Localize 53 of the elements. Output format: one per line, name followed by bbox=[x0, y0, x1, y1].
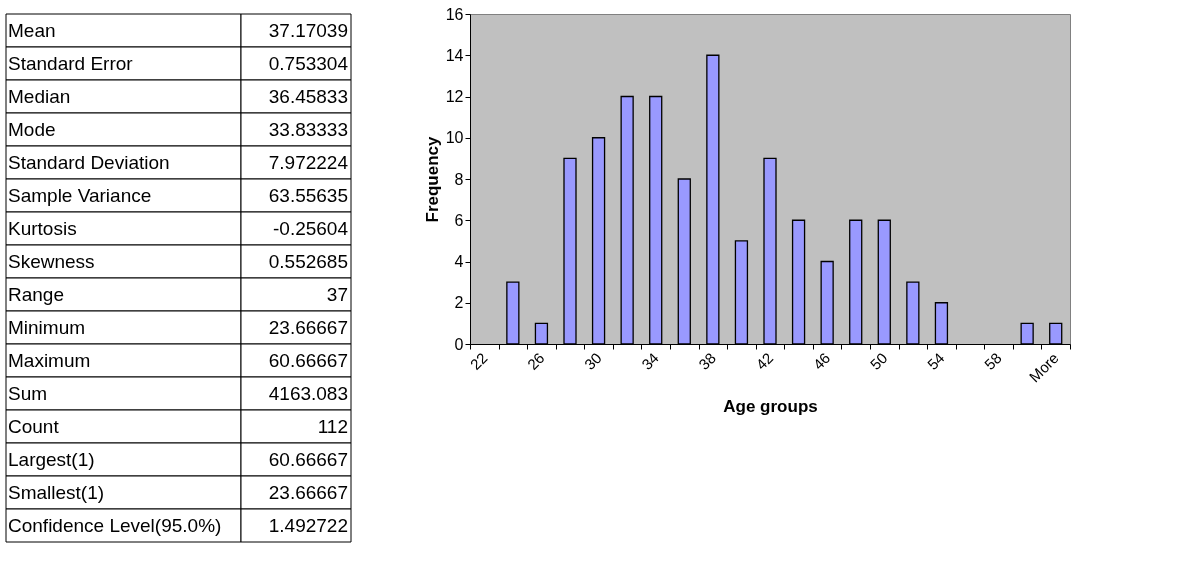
text: 23.66667 bbox=[268, 316, 348, 338]
text: -0.25604 bbox=[272, 217, 348, 239]
x-tick-label: 54 bbox=[923, 349, 948, 373]
category-label: Maximum bbox=[8, 349, 91, 371]
y-tick-label: 14 bbox=[445, 46, 464, 64]
category-label: Range bbox=[8, 283, 64, 305]
y-tick-label: 8 bbox=[454, 170, 464, 188]
category-label: Largest(1) bbox=[8, 448, 95, 470]
y-axis-title: Frequency bbox=[422, 135, 442, 223]
category-label: Sum bbox=[8, 382, 48, 404]
y-tick-label: 12 bbox=[445, 88, 464, 105]
y-tick-label: 6 bbox=[454, 211, 464, 229]
y-tick-label: 10 bbox=[445, 129, 464, 147]
x-tick-label: 22 bbox=[466, 349, 491, 373]
text: 63.55635 bbox=[268, 184, 348, 206]
category-label: Standard Deviation bbox=[8, 151, 170, 173]
category-label: Sample Variance bbox=[8, 184, 152, 206]
category-label: Median bbox=[8, 85, 71, 107]
category-label: Minimum bbox=[8, 316, 86, 338]
text: 33.83333 bbox=[268, 118, 348, 140]
text: 4163.083 bbox=[268, 382, 348, 404]
x-tick-label: 58 bbox=[980, 349, 1005, 373]
x-tick-label: 34 bbox=[638, 349, 662, 373]
text: 0.552685 bbox=[268, 250, 348, 272]
text: 23.66667 bbox=[268, 481, 348, 503]
text: 37.17039 bbox=[268, 19, 348, 41]
text: 7.972224 bbox=[268, 151, 348, 173]
category-label: Smallest(1) bbox=[8, 481, 105, 503]
category-label: Skewness bbox=[8, 250, 95, 272]
text: 60.66667 bbox=[268, 349, 348, 371]
text: 60.66667 bbox=[268, 448, 348, 470]
category-label: Confidence Level(95.0%) bbox=[8, 514, 222, 536]
x-tick-label: 42 bbox=[752, 349, 777, 373]
x-tick-label: 46 bbox=[809, 349, 834, 373]
y-tick-label: 4 bbox=[454, 253, 464, 270]
category-label: Standard Error bbox=[8, 52, 134, 74]
category-label: Mode bbox=[8, 118, 56, 140]
x-tick-label: 38 bbox=[695, 349, 720, 373]
x-tick-label: 26 bbox=[523, 349, 548, 373]
y-tick-label: 16 bbox=[445, 5, 464, 23]
text: 36.45833 bbox=[268, 85, 348, 107]
category-label: Count bbox=[8, 415, 60, 437]
x-axis-title: Age groups bbox=[723, 397, 818, 417]
y-tick-label: 2 bbox=[454, 294, 464, 312]
y-tick-label: 0 bbox=[454, 335, 464, 353]
text: 0.753304 bbox=[268, 52, 348, 74]
text: 112 bbox=[317, 415, 348, 437]
category-label: Kurtosis bbox=[8, 217, 77, 239]
text: 37 bbox=[326, 283, 348, 305]
category-label: Mean bbox=[8, 19, 56, 41]
x-tick-label: 30 bbox=[580, 349, 605, 373]
x-tick-label: 50 bbox=[866, 349, 891, 373]
text: 1.492722 bbox=[268, 514, 348, 536]
